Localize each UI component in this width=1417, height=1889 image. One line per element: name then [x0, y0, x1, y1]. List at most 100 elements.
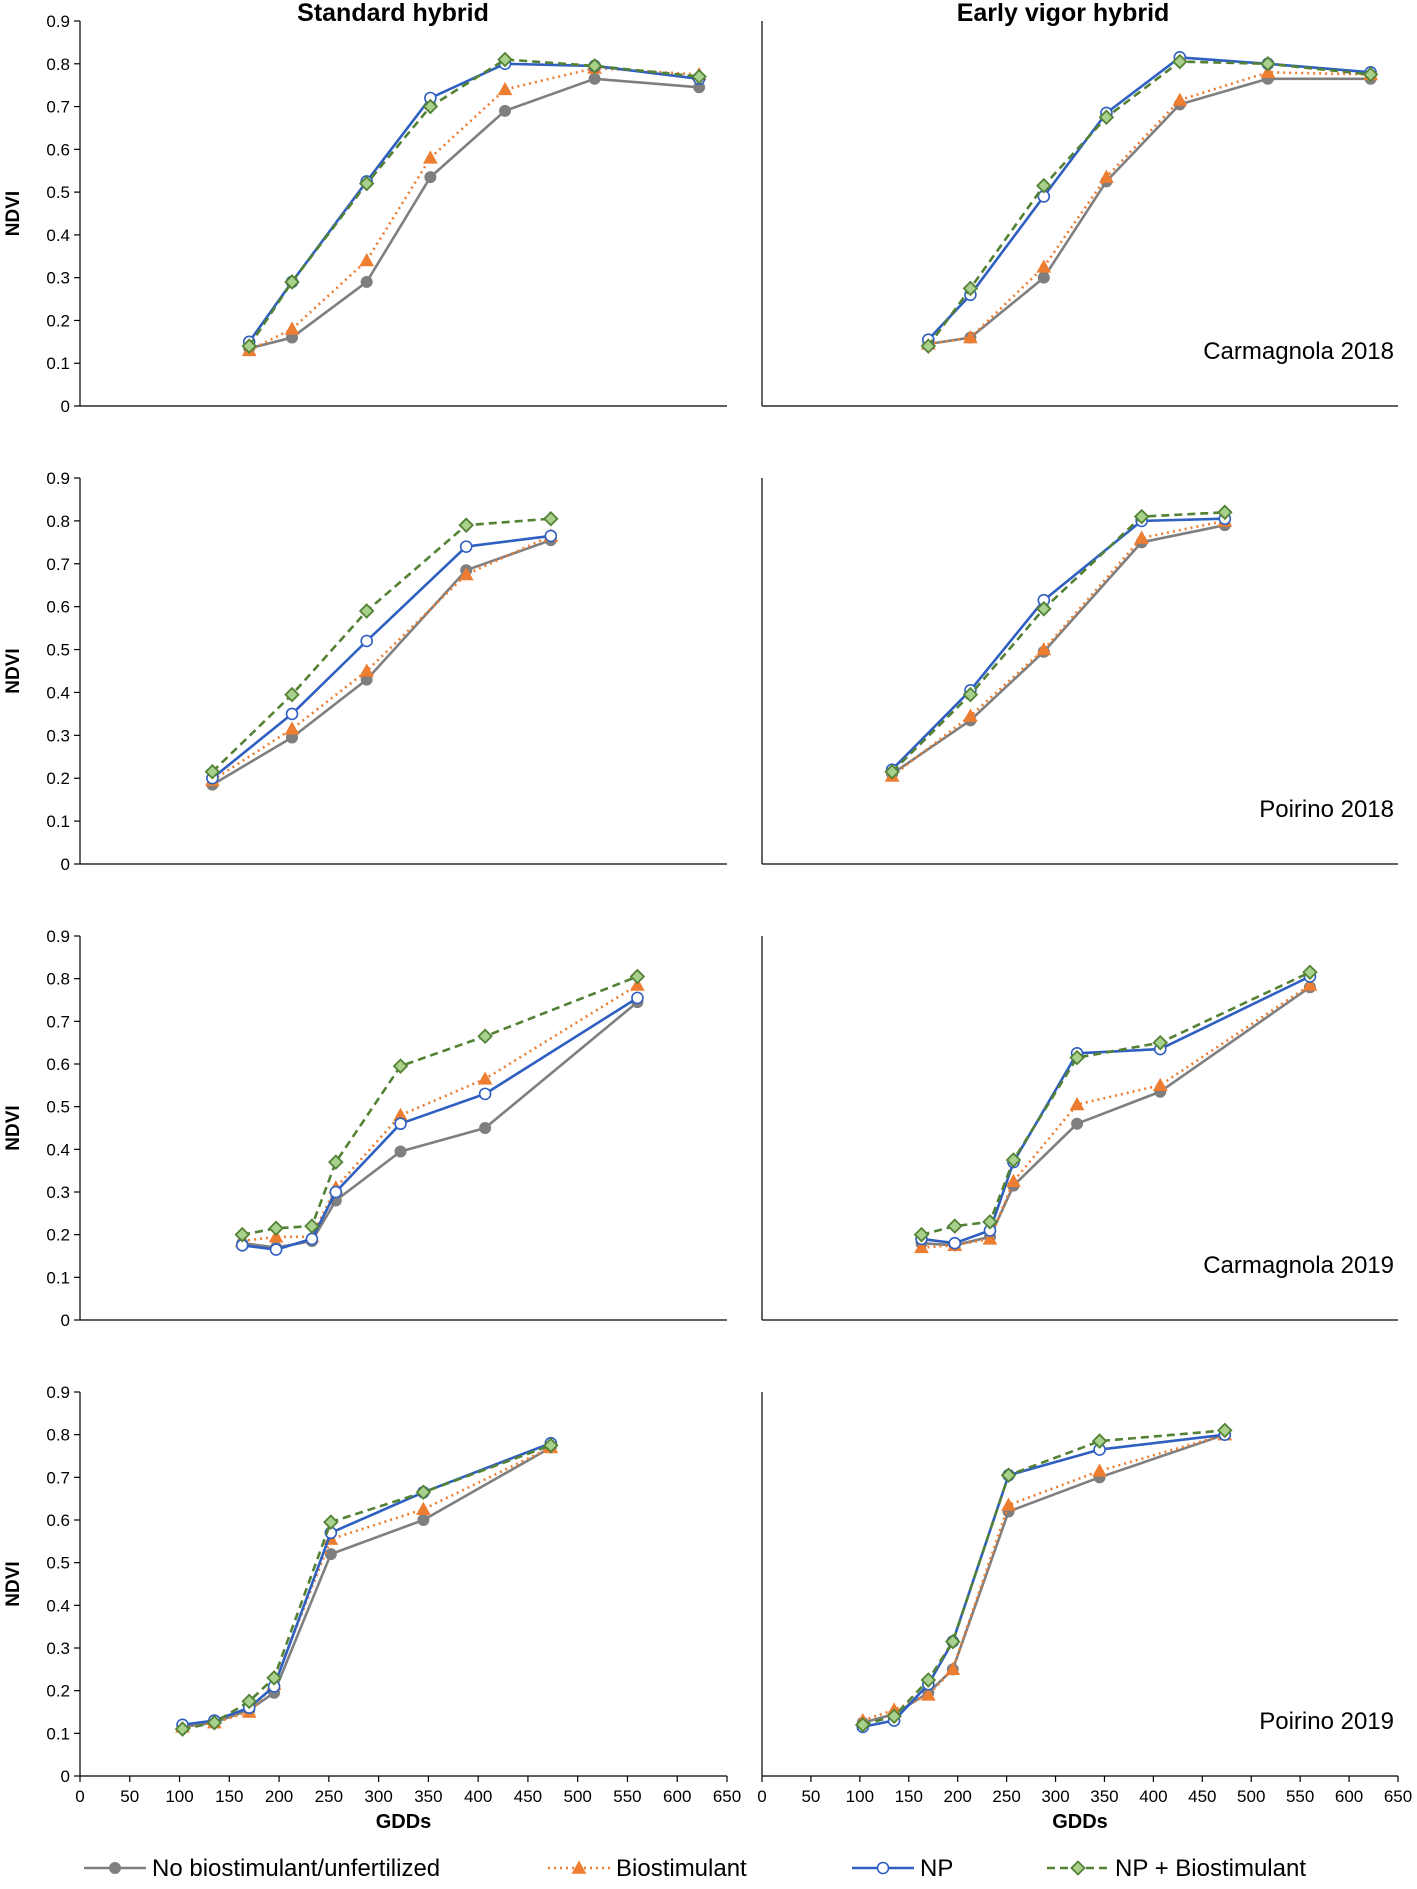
legend-swatch-marker: [109, 1862, 121, 1874]
point-npbio: [586, 58, 603, 74]
point-unfert: [1071, 1117, 1084, 1130]
x-tick-label: 600: [1335, 1787, 1363, 1806]
series-npbio: [241, 51, 707, 354]
x-tick-label: 200: [944, 1787, 972, 1806]
legend-label: Biostimulant: [616, 1855, 747, 1882]
legend-item-unfert: No biostimulant/unfertilized: [84, 1855, 440, 1882]
site-label: Carmagnola 2018: [1203, 338, 1394, 365]
series-line-np: [248, 62, 700, 343]
x-tick-label: 650: [1384, 1787, 1412, 1806]
series-bio: [205, 528, 559, 787]
point-npbio: [1005, 1152, 1022, 1168]
panel-p00: 0 0.1 0.2 0.3 0.4 0.5 0.6 0.7 0.8 0.9 NDVI: [3, 12, 727, 416]
point-npbio: [1036, 177, 1052, 194]
x-tick-label: 300: [1041, 1787, 1069, 1806]
point-unfert: [588, 72, 601, 85]
point-bio: [1036, 259, 1052, 273]
legend-label: NP + Biostimulant: [1115, 1855, 1306, 1882]
point-bio: [1069, 1097, 1085, 1111]
y-tick-label: 0.6: [46, 598, 70, 617]
point-npbio: [629, 968, 646, 985]
series-line-npbio: [241, 975, 638, 1236]
y-tick-label: 0.8: [46, 1426, 70, 1445]
point-bio: [1036, 642, 1052, 656]
y-tick-label: 0.4: [46, 683, 70, 702]
chart-panels: 0 0.1 0.2 0.3 0.4 0.5 0.6 0.7 0.8 0.9 NDVI Carmagno…: [3, 12, 1412, 1833]
point-npbio: [1260, 56, 1276, 72]
series-np: [206, 529, 558, 785]
point-bio: [423, 150, 438, 164]
panel-p11: Poirino 2018: [761, 478, 1398, 865]
point-unfert: [394, 1145, 407, 1158]
point-bio: [1260, 64, 1276, 79]
panel-p30: 0 0.1 0.2 0.3 0.4 0.5 0.6 0.7 0.8 0.9 0 50 100 150 200…: [3, 1383, 741, 1833]
point-np: [544, 529, 558, 543]
series-line-npbio: [927, 60, 1371, 347]
point-npbio: [920, 338, 937, 354]
point-unfert: [324, 1548, 337, 1561]
point-np: [478, 1087, 492, 1101]
series-line-np: [891, 517, 1225, 771]
x-tick-label: 600: [663, 1787, 691, 1806]
y-tick-label: 0: [61, 1311, 70, 1330]
series-line-npbio: [182, 1444, 552, 1731]
point-npbio: [1069, 1049, 1085, 1066]
y-tick-label: 0: [61, 855, 70, 874]
x-tick-label: 300: [364, 1787, 392, 1806]
y-tick-label: 0.5: [46, 183, 70, 202]
y-tick-label: 0.7: [46, 1468, 70, 1487]
legend: No biostimulant/unfertilized Biostimulant…: [84, 1855, 1306, 1882]
point-np: [631, 991, 644, 1005]
series-line-bio: [242, 983, 639, 1243]
point-bio: [268, 1229, 284, 1243]
x-tick-label: 150: [895, 1787, 923, 1806]
x-tick-label: 500: [564, 1787, 592, 1806]
series-np: [176, 1436, 558, 1732]
series-line-np: [242, 996, 639, 1251]
point-bio: [477, 1071, 493, 1085]
point-npbio: [266, 1670, 282, 1686]
point-bio: [1092, 1463, 1107, 1477]
point-npbio: [913, 1226, 930, 1243]
y-tick-label: 0.2: [46, 311, 70, 330]
point-npbio: [268, 1220, 284, 1237]
point-npbio: [1172, 53, 1188, 70]
point-bio: [416, 1501, 431, 1516]
point-npbio: [284, 274, 300, 290]
series-unfert: [915, 981, 1316, 1252]
point-bio: [963, 330, 978, 344]
point-npbio: [920, 1672, 937, 1688]
series-line-np: [182, 1441, 552, 1727]
point-bio: [1152, 1077, 1168, 1092]
series-line-npbio: [921, 971, 1311, 1236]
series-unfert: [176, 1441, 557, 1733]
x-tick-label: 200: [265, 1787, 293, 1806]
point-unfert: [360, 275, 373, 288]
point-bio: [945, 1661, 961, 1676]
y-tick-label: 0.7: [46, 555, 70, 574]
series-bio: [920, 64, 1378, 350]
column-title-standard: Standard hybrid: [297, 0, 489, 27]
series-npbio: [855, 1422, 1233, 1733]
series-line-bio: [182, 1446, 552, 1729]
point-np: [329, 1185, 343, 1199]
y-tick-label: 0.9: [46, 927, 70, 946]
legend-swatch-marker: [1070, 1860, 1086, 1876]
x-tick-label: 400: [464, 1787, 492, 1806]
point-bio: [359, 253, 375, 267]
point-bio: [1006, 1173, 1021, 1188]
panel-p20: 0 0.1 0.2 0.3 0.4 0.5 0.6 0.7 0.8 0.9 NDVI: [3, 927, 727, 1330]
point-npbio: [358, 175, 375, 192]
y-tick-label: 0.5: [46, 641, 70, 660]
x-tick-label: 100: [846, 1787, 874, 1806]
series-bio: [914, 977, 1318, 1254]
y-tick-label: 0.9: [46, 12, 70, 31]
x-tick-label: 50: [801, 1787, 820, 1806]
series-line-bio: [928, 71, 1371, 346]
x-tick-label: 400: [1139, 1787, 1167, 1806]
legend-item-np: NP: [852, 1855, 953, 1882]
point-npbio: [962, 280, 979, 297]
point-unfert: [424, 171, 437, 184]
point-unfert: [417, 1514, 430, 1526]
series-npbio: [913, 964, 1318, 1243]
